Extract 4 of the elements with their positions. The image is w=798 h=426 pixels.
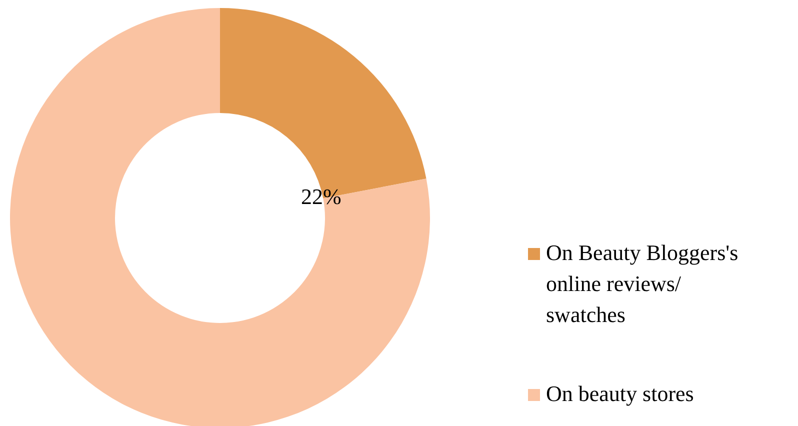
donut-slice <box>10 8 430 426</box>
legend-label: On beauty stores <box>546 381 694 406</box>
legend-label: On Beauty Bloggers's online reviews/ swatches <box>546 240 738 327</box>
data-label: 22% <box>301 184 342 209</box>
